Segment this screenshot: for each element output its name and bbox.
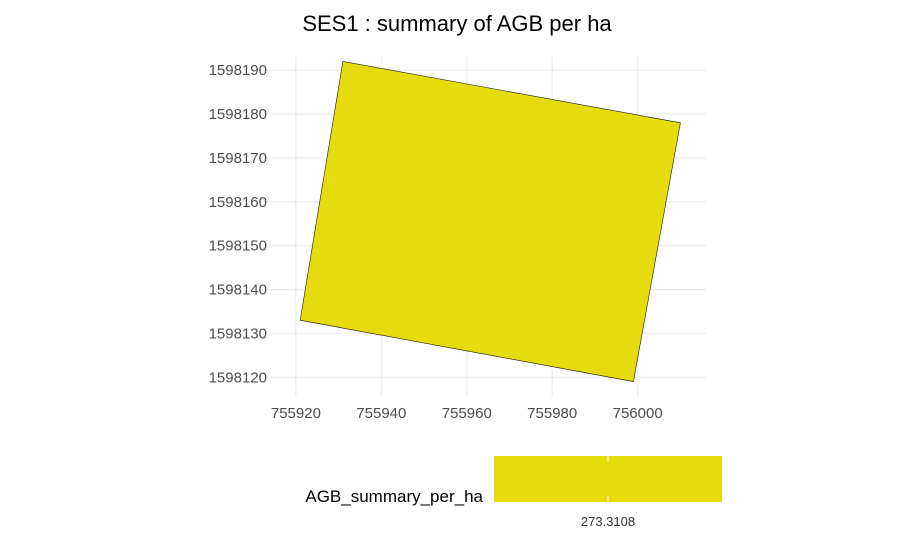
legend-title: AGB_summary_per_ha — [305, 487, 483, 506]
legend: AGB_summary_per_ha 273.3108 — [305, 456, 722, 529]
y-tick-label: 1598120 — [209, 369, 267, 386]
agb-polygon — [299, 61, 681, 382]
y-axis-ticks: 1598120 1598130 1598140 1598150 1598160 15981… — [209, 62, 267, 386]
y-tick-label: 1598190 — [209, 62, 267, 79]
x-tick-label: 755980 — [527, 405, 577, 422]
x-tick-label: 756000 — [613, 405, 663, 422]
polygon-layer — [299, 61, 681, 382]
x-axis-ticks: 755920 755940 755960 755980 756000 — [271, 405, 663, 422]
x-tick-label: 755960 — [442, 405, 492, 422]
y-tick-label: 1598140 — [209, 282, 267, 299]
x-tick-label: 755940 — [356, 405, 406, 422]
x-tick-label: 755920 — [271, 405, 321, 422]
y-tick-label: 1598130 — [209, 325, 267, 342]
y-tick-label: 1598160 — [209, 194, 267, 211]
legend-color-bar — [494, 456, 722, 502]
legend-label: 273.3108 — [581, 514, 635, 529]
y-tick-label: 1598170 — [209, 150, 267, 167]
chart-title: SES1 : summary of AGB per ha — [302, 11, 612, 36]
y-tick-label: 1598180 — [209, 106, 267, 123]
y-tick-label: 1598150 — [209, 238, 267, 255]
